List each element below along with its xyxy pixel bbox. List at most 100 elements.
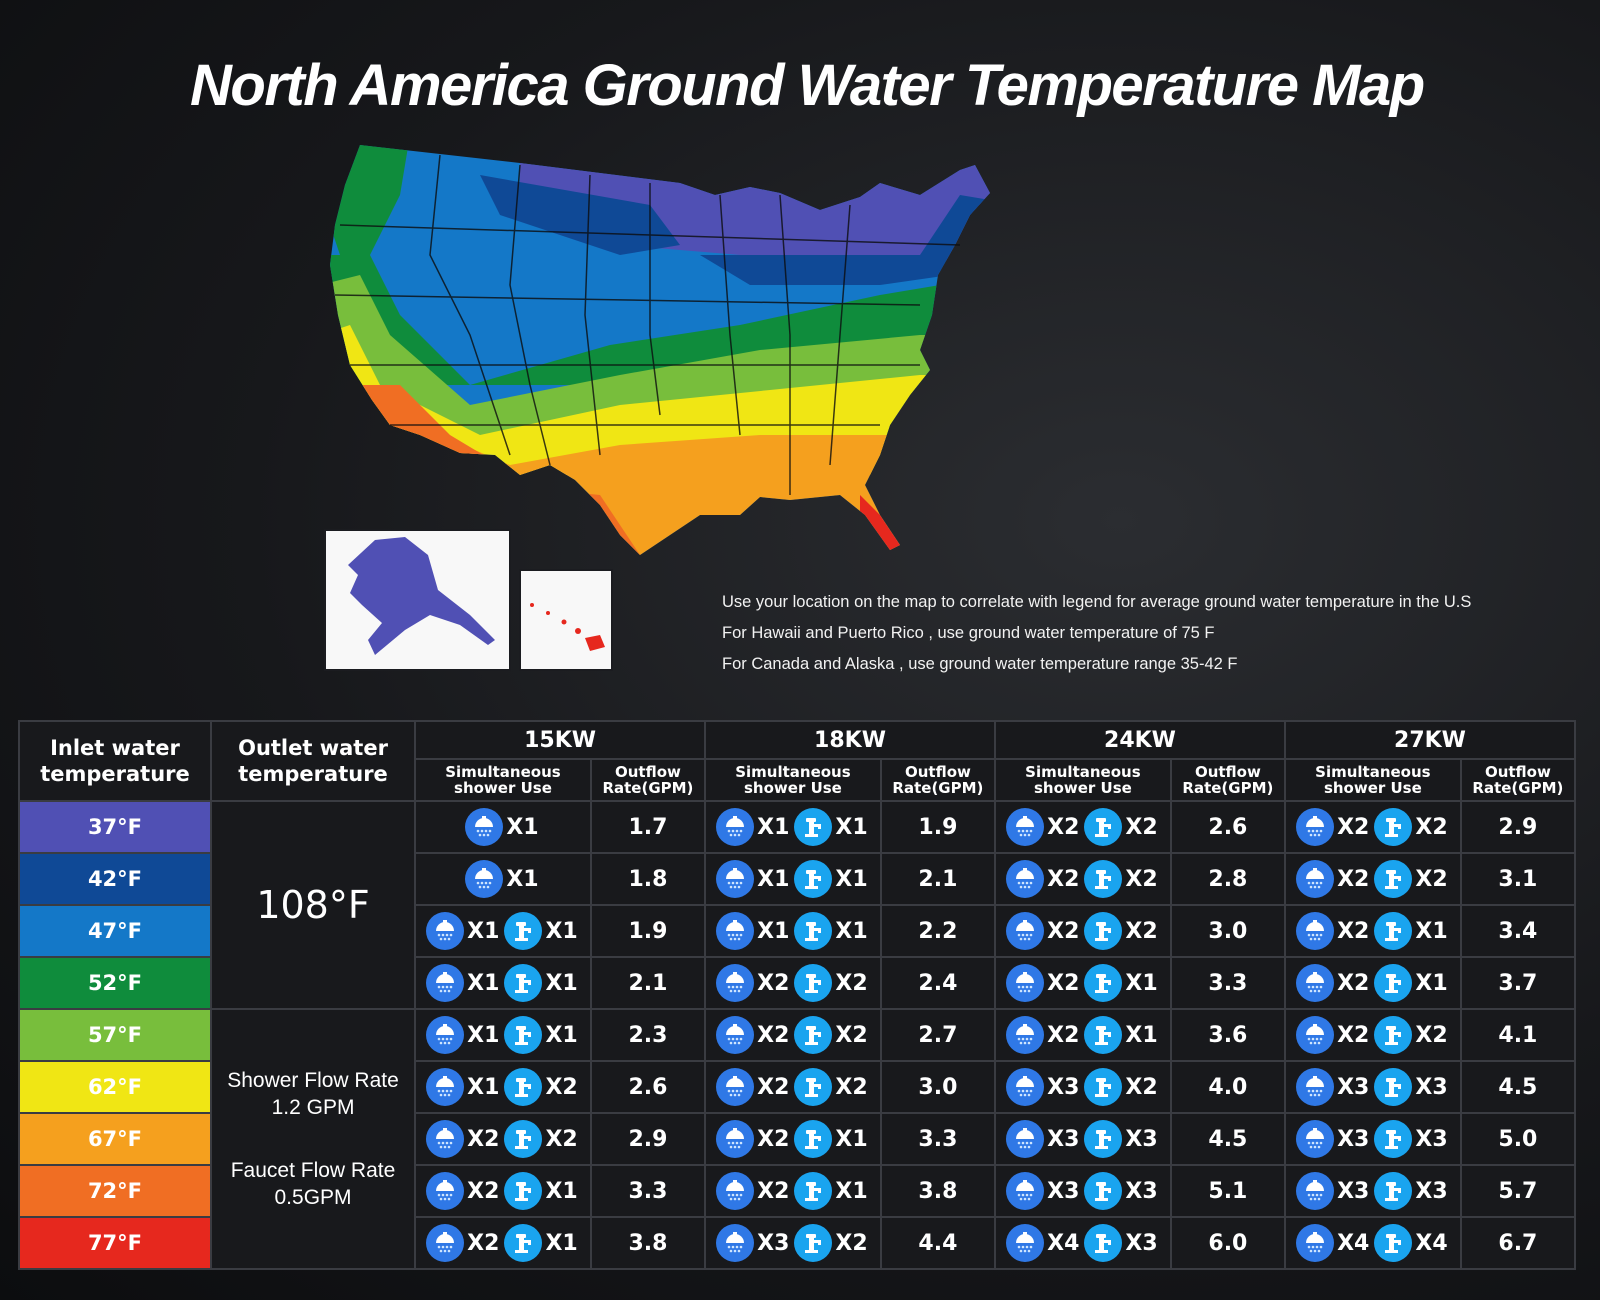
inlet-temp-cell: 67°F: [18, 1112, 212, 1166]
simultaneous-use-cell: X1 X1: [704, 904, 882, 958]
faucet-icon: [1374, 1224, 1413, 1262]
outflow-rate-cell: 2.3: [589, 1008, 707, 1062]
capacity-table: Inlet water temperature Outlet water tem…: [18, 720, 1577, 1270]
faucet-icon: [1084, 1172, 1123, 1210]
simultaneous-use-cell: X1 X2: [414, 1060, 592, 1114]
simultaneous-use-cell: X1: [414, 800, 592, 854]
use-group: X2 X2: [426, 1120, 580, 1158]
faucet-count: X2: [1125, 814, 1158, 840]
faucet-icon: [1084, 912, 1123, 950]
outflow-rate-cell: 1.9: [589, 904, 707, 958]
faucet-icon: [1374, 1120, 1413, 1158]
simultaneous-use-cell: X2 X1: [704, 1164, 882, 1218]
simultaneous-use-cell: X2 X2: [1283, 852, 1462, 906]
outflow-rate-cell: 4.4: [879, 1216, 997, 1270]
faucet-icon: [794, 912, 833, 950]
faucet-icon: [1084, 860, 1123, 898]
simultaneous-use-cell: X3 X3: [1283, 1164, 1462, 1218]
simultaneous-use-cell: X3 X3: [1283, 1112, 1462, 1166]
faucet-icon: [794, 1016, 833, 1054]
simultaneous-use-cell: X2 X1: [994, 1008, 1172, 1062]
outflow-rate-cell: 3.3: [1169, 956, 1286, 1010]
faucet-count: X1: [835, 1126, 868, 1152]
simultaneous-use-cell: X1 X1: [704, 800, 882, 854]
outflow-rate-cell: 5.7: [1459, 1164, 1577, 1218]
shower-count: X3: [1337, 1126, 1370, 1152]
outflow-rate-cell: 2.6: [589, 1060, 707, 1114]
simultaneous-use-cell: X1 X1: [414, 1008, 592, 1062]
use-group: X2 X1: [426, 1224, 580, 1262]
faucet-count: X3: [1415, 1178, 1448, 1204]
shower-head-icon: [716, 1068, 755, 1106]
outflow-rate-cell: 3.8: [879, 1164, 997, 1218]
shower-count: X2: [1047, 970, 1080, 996]
outflow-rate-cell: 6.7: [1459, 1216, 1577, 1270]
shower-head-icon: [716, 912, 755, 950]
simultaneous-use-cell: X3 X2: [704, 1216, 882, 1270]
shower-count: X1: [506, 866, 539, 892]
use-group: X3 X3: [1006, 1172, 1160, 1210]
use-group: X3 X2: [716, 1224, 870, 1262]
shower-head-icon: [1296, 860, 1335, 898]
page-title: North America Ground Water Temperature M…: [190, 53, 1425, 118]
use-group: X1 X1: [426, 1016, 580, 1054]
simultaneous-use-cell: X2 X2: [704, 1060, 882, 1114]
outflow-rate-cell: 2.9: [1459, 800, 1577, 854]
simultaneous-use-cell: X2 X1: [414, 1216, 592, 1270]
use-group: X2 X2: [1296, 808, 1450, 846]
header-model-18kw: 18KW: [704, 720, 996, 760]
header-model-15kw: 15KW: [414, 720, 707, 760]
outflow-rate-cell: 2.2: [879, 904, 997, 958]
shower-head-icon: [1006, 808, 1045, 846]
table-row: 62°F X1 X2 2.6 X2 X2 3.0 X3 X2 4.0 X3 X3 4.5: [18, 1060, 1577, 1114]
faucet-count: X1: [545, 1230, 578, 1256]
faucet-icon: [1084, 808, 1123, 846]
faucet-icon: [794, 860, 833, 898]
faucet-count: X2: [545, 1074, 578, 1100]
simultaneous-use-cell: X2 X1: [994, 956, 1172, 1010]
shower-count: X2: [757, 1074, 790, 1100]
header-rate: Outflow Rate(GPM): [1169, 758, 1286, 802]
shower-count: X2: [757, 1022, 790, 1048]
shower-head-icon: [1296, 1172, 1335, 1210]
shower-count: X1: [757, 918, 790, 944]
use-group: X4 X3: [1006, 1224, 1160, 1262]
simultaneous-use-cell: X2 X1: [1283, 956, 1462, 1010]
use-group: X1 X1: [716, 808, 870, 846]
simultaneous-use-cell: X2 X1: [704, 1112, 882, 1166]
faucet-count: X4: [1415, 1230, 1448, 1256]
shower-flow-value: 1.2 GPM: [271, 1096, 355, 1119]
faucet-icon: [794, 964, 833, 1002]
faucet-icon: [504, 1016, 543, 1054]
use-group: X1 X2: [426, 1068, 580, 1106]
shower-count: X3: [757, 1230, 790, 1256]
outflow-rate-cell: 3.3: [879, 1112, 997, 1166]
shower-count: X2: [1337, 866, 1370, 892]
simultaneous-use-cell: X3 X3: [1283, 1060, 1462, 1114]
simultaneous-use-cell: X3 X3: [994, 1112, 1172, 1166]
simultaneous-use-cell: X1 X1: [414, 956, 592, 1010]
faucet-icon: [504, 1120, 543, 1158]
use-group: X3 X3: [1296, 1068, 1450, 1106]
table-row: 57°F Shower Flow Rate 1.2 GPM Faucet Flow R…: [18, 1008, 1577, 1270]
shower-count: X4: [1337, 1230, 1370, 1256]
outlet-temp-cell: 108°F: [209, 800, 417, 1010]
shower-count: X1: [757, 866, 790, 892]
header-use: Simultaneous shower Use: [704, 758, 882, 802]
use-group: X2 X1: [1296, 964, 1450, 1002]
simultaneous-use-cell: X1: [414, 852, 592, 906]
outflow-rate-cell: 2.8: [1169, 852, 1286, 906]
use-group: X2 X2: [716, 1016, 870, 1054]
shower-count: X2: [467, 1230, 500, 1256]
use-group: X1 X1: [426, 964, 580, 1002]
shower-head-icon: [426, 964, 465, 1002]
shower-count: X2: [1047, 918, 1080, 944]
use-group: X3 X3: [1006, 1120, 1160, 1158]
faucet-count: X2: [835, 1022, 868, 1048]
simultaneous-use-cell: X2 X2: [994, 852, 1172, 906]
shower-count: X1: [757, 814, 790, 840]
shower-head-icon: [426, 912, 465, 950]
shower-head-icon: [465, 860, 504, 898]
use-group: X1 X1: [716, 860, 870, 898]
header-inlet: Inlet water temperature: [18, 720, 212, 802]
